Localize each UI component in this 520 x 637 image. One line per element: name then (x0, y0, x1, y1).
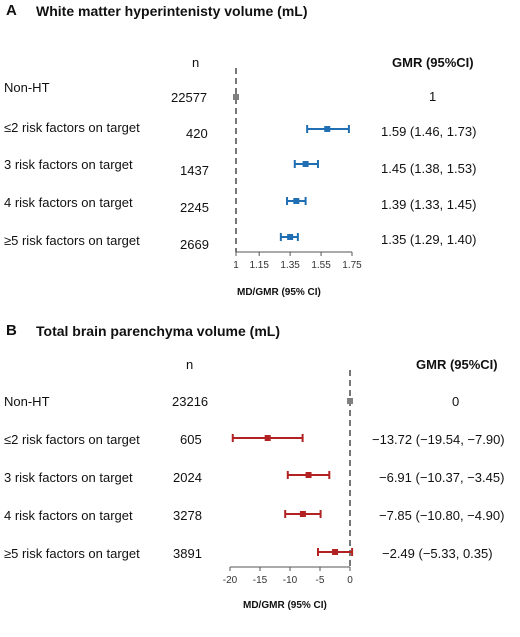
forest-panel-b: B Total brain parenchyma volume (mL) n G… (0, 318, 520, 637)
row-label: Non-HT (4, 80, 50, 95)
point-estimate (302, 161, 309, 167)
forest-plot-a: 1 1.15 1.35 1.55 1.75 (233, 68, 362, 271)
x-tick-label: -15 (253, 575, 268, 586)
point-estimate (287, 234, 294, 240)
row-label: ≥5 risk factors on target (4, 546, 140, 561)
n-value: 2024 (173, 470, 202, 485)
effect-value: −7.85 (−10.80, −4.90) (379, 508, 505, 523)
n-header-b: n (186, 357, 194, 372)
point-estimate (293, 198, 300, 204)
effect-value: −2.49 (−5.33, 0.35) (382, 546, 493, 561)
row-label: ≤2 risk factors on target (4, 432, 140, 447)
panel-label-a: A (6, 2, 17, 19)
x-tick-label: 1.75 (342, 260, 362, 271)
n-value: 23216 (172, 394, 209, 409)
row-label: 4 risk factors on target (4, 508, 133, 523)
row-label: ≥5 risk factors on target (4, 233, 140, 248)
x-tick-label: -20 (223, 575, 238, 586)
point-estimate (347, 398, 353, 404)
n-value: 3891 (173, 546, 202, 561)
x-tick-label: -10 (283, 575, 298, 586)
row-label: Non-HT (4, 394, 50, 409)
point-estimate (264, 435, 271, 441)
row-label: 3 risk factors on target (4, 157, 133, 172)
point-estimate (324, 126, 331, 132)
effect-value: −6.91 (−10.37, −3.45) (379, 470, 505, 485)
row-label: 3 risk factors on target (4, 470, 133, 485)
effect-header-b: GMR (95%CI) (416, 357, 498, 372)
n-value: 3278 (173, 508, 202, 523)
n-value: 605 (180, 432, 202, 447)
x-tick-label: -5 (316, 575, 325, 586)
x-axis-label-b: MD/GMR (95% CI) (243, 600, 327, 611)
n-header-a: n (192, 55, 200, 70)
n-value: 2245 (180, 200, 209, 215)
panel-title-b: Total brain parenchyma volume (mL) (36, 323, 281, 339)
point-estimate (299, 511, 306, 517)
forest-plot-b: -20 -15 -10 -5 0 (223, 370, 353, 586)
x-tick-label: 1 (233, 260, 239, 271)
x-tick-label: 0 (347, 575, 353, 586)
row-label: ≤2 risk factors on target (4, 120, 140, 135)
forest-panel-a: A White matter hyperintenisty volume (mL… (0, 0, 520, 318)
row-label: 4 risk factors on target (4, 195, 133, 210)
effect-value: −13.72 (−19.54, −7.90) (372, 432, 505, 447)
panel-label-b: B (6, 322, 17, 339)
x-axis-label-a: MD/GMR (95% CI) (237, 287, 321, 298)
point-estimate (233, 94, 239, 100)
effect-value: 1.59 (1.46, 1.73) (381, 124, 477, 139)
effect-value: 1 (429, 89, 437, 104)
point-estimate (305, 472, 312, 478)
effect-value: 1.45 (1.38, 1.53) (381, 161, 477, 176)
point-estimate (332, 549, 339, 555)
panel-title-a: White matter hyperintenisty volume (mL) (36, 3, 308, 19)
effect-value: 1.35 (1.29, 1.40) (381, 232, 477, 247)
n-value: 420 (186, 126, 208, 141)
effect-value: 0 (452, 394, 460, 409)
x-tick-label: 1.35 (280, 260, 300, 271)
effect-value: 1.39 (1.33, 1.45) (381, 197, 477, 212)
x-tick-label: 1.55 (311, 260, 331, 271)
x-tick-label: 1.15 (249, 260, 269, 271)
effect-header-a: GMR (95%CI) (392, 55, 474, 70)
n-value: 2669 (180, 237, 209, 252)
n-value: 22577 (171, 90, 208, 105)
n-value: 1437 (180, 163, 209, 178)
